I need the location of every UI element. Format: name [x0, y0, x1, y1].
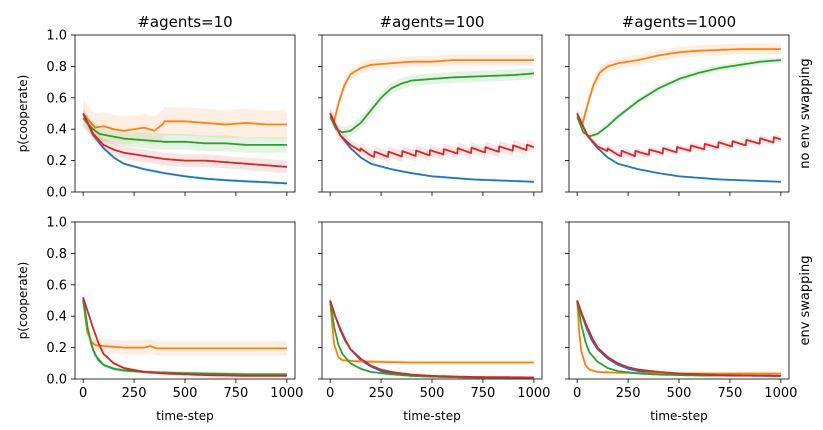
panel-1-2: 0 250 500 750 1000 time-step env swapping [565, 221, 813, 423]
series-line [576, 113, 781, 183]
x-tick-label: 0 [326, 386, 334, 401]
axes-frame [568, 34, 790, 193]
x-tick-label: 1000 [764, 386, 797, 401]
row-label: no env swapping [798, 58, 813, 168]
axes-frame [321, 221, 543, 380]
y-tick-label: 0.6 [46, 91, 67, 106]
x-tick-label: 750 [471, 386, 496, 401]
series-band [577, 299, 781, 377]
row-label: env swapping [798, 255, 813, 345]
series-line [329, 113, 534, 183]
y-tick-label: 1.0 [46, 216, 67, 231]
panel-0-1: #agents=100 [318, 13, 543, 196]
y-tick-label: 1.0 [46, 29, 67, 44]
axes-frame [568, 221, 790, 380]
series-band [330, 54, 534, 127]
series-band [330, 299, 534, 379]
y-tick-label: 0.4 [46, 310, 67, 325]
x-tick-label: 250 [616, 386, 641, 401]
series-line [82, 300, 287, 376]
series-line [82, 300, 287, 350]
panel-0-0: 0.0 0.2 0.4 0.6 0.8 1.0 p(cooperate) #agents=10 [16, 13, 296, 201]
series-line [576, 300, 781, 377]
series-line [576, 48, 781, 126]
series-band [83, 295, 287, 378]
y-tick-label: 0.2 [46, 341, 67, 356]
x-tick-label: 500 [667, 386, 692, 401]
y-tick-label: 0.0 [46, 373, 67, 388]
y-axis-label: p(cooperate) [16, 75, 30, 153]
y-tick-label: 0.8 [46, 247, 67, 262]
series-line [576, 300, 781, 377]
y-tick-label: 0.0 [46, 186, 67, 201]
x-tick-label: 1000 [270, 386, 303, 401]
series-line [82, 297, 287, 377]
x-tick-label: 250 [122, 386, 147, 401]
series-band [330, 108, 534, 163]
series-band [577, 299, 781, 377]
x-axis-label: time-step [403, 409, 460, 423]
panel-1-0: 0 250 500 750 1000 0.0 0.2 0.4 0.6 0.8 1.0 time-ste… [16, 216, 303, 424]
plot-area [576, 43, 782, 183]
series-band [330, 298, 534, 365]
x-tick-label: 500 [173, 386, 198, 401]
series-line [329, 300, 534, 379]
x-tick-label: 500 [420, 386, 445, 401]
series-band [577, 43, 781, 130]
panel-0-2: #agents=1000 no env swapping [565, 13, 813, 196]
y-tick-label: 0.8 [46, 60, 67, 75]
series-band [83, 110, 287, 153]
column-title: #agents=1000 [622, 13, 736, 31]
series-band [330, 112, 534, 184]
axes-frame [74, 221, 296, 380]
series-line [82, 113, 287, 168]
y-tick-label: 0.6 [46, 278, 67, 293]
series-line [576, 300, 781, 375]
panel-1-1: 0 250 500 750 1000 time-step [318, 221, 550, 423]
x-axis-label: time-step [156, 409, 213, 423]
series-line [329, 300, 534, 379]
series-band [330, 299, 534, 379]
column-title: #agents=100 [380, 13, 485, 31]
x-tick-label: 0 [573, 386, 581, 401]
plot-area [82, 293, 287, 378]
x-tick-label: 750 [718, 386, 743, 401]
series-line [329, 59, 534, 123]
series-line [329, 72, 534, 134]
series-band [577, 299, 781, 377]
x-tick-label: 0 [79, 386, 87, 401]
series-line [82, 117, 287, 146]
series-band [577, 110, 781, 160]
plot-area [82, 99, 287, 185]
x-tick-label: 1000 [517, 386, 550, 401]
series-line [329, 300, 534, 379]
series-line [576, 300, 781, 377]
column-title: #agents=10 [137, 13, 232, 31]
series-line [329, 113, 535, 158]
series-band [83, 107, 287, 174]
series-line [576, 59, 781, 138]
y-tick-label: 0.2 [46, 154, 67, 169]
series-band [577, 57, 781, 140]
series-line [576, 113, 782, 158]
x-tick-label: 750 [224, 386, 249, 401]
series-band [577, 299, 781, 375]
y-tick-label: 0.4 [46, 123, 67, 138]
series-band [330, 299, 534, 379]
series-line [329, 300, 534, 364]
series-line [82, 113, 287, 185]
x-axis-label: time-step [650, 409, 707, 423]
plot-area [329, 54, 535, 184]
series-line [82, 112, 287, 132]
plot-area [576, 299, 781, 377]
x-tick-label: 250 [369, 386, 394, 401]
y-axis-label: p(cooperate) [16, 262, 30, 340]
plot-area [329, 298, 534, 379]
